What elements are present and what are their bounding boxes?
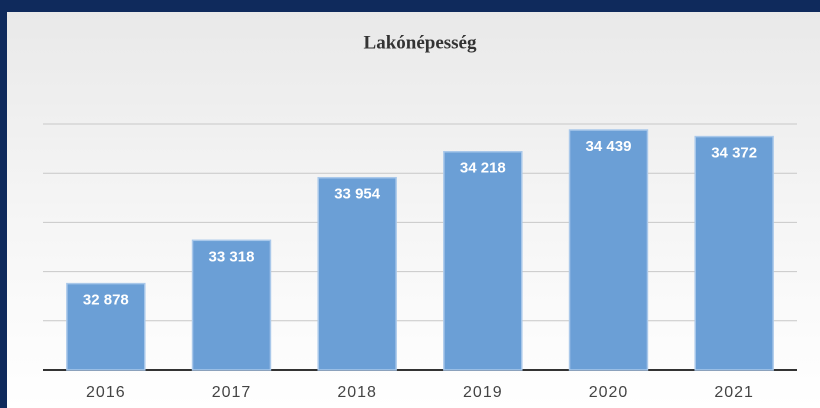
- x-tick-label: 2016: [86, 384, 126, 401]
- value-label: 34 439: [586, 138, 632, 155]
- value-label: 32 878: [83, 292, 129, 309]
- bar: [317, 176, 397, 371]
- value-label: 33 318: [209, 248, 255, 265]
- x-tick-label: 2017: [212, 384, 252, 401]
- bar: [66, 282, 146, 371]
- value-label: 34 372: [711, 145, 757, 162]
- x-tick-label: 2021: [714, 384, 754, 401]
- chart-title: Lakónépesség: [364, 32, 477, 53]
- value-label: 33 954: [334, 186, 381, 203]
- bar: [694, 135, 774, 371]
- bar: [568, 129, 649, 371]
- value-label: 34 218: [460, 160, 506, 177]
- x-tick-label: 2019: [463, 384, 503, 401]
- bar: [443, 150, 523, 371]
- x-tick-label: 2018: [337, 384, 377, 401]
- bar: [191, 239, 272, 371]
- x-tick-label: 2020: [589, 384, 629, 401]
